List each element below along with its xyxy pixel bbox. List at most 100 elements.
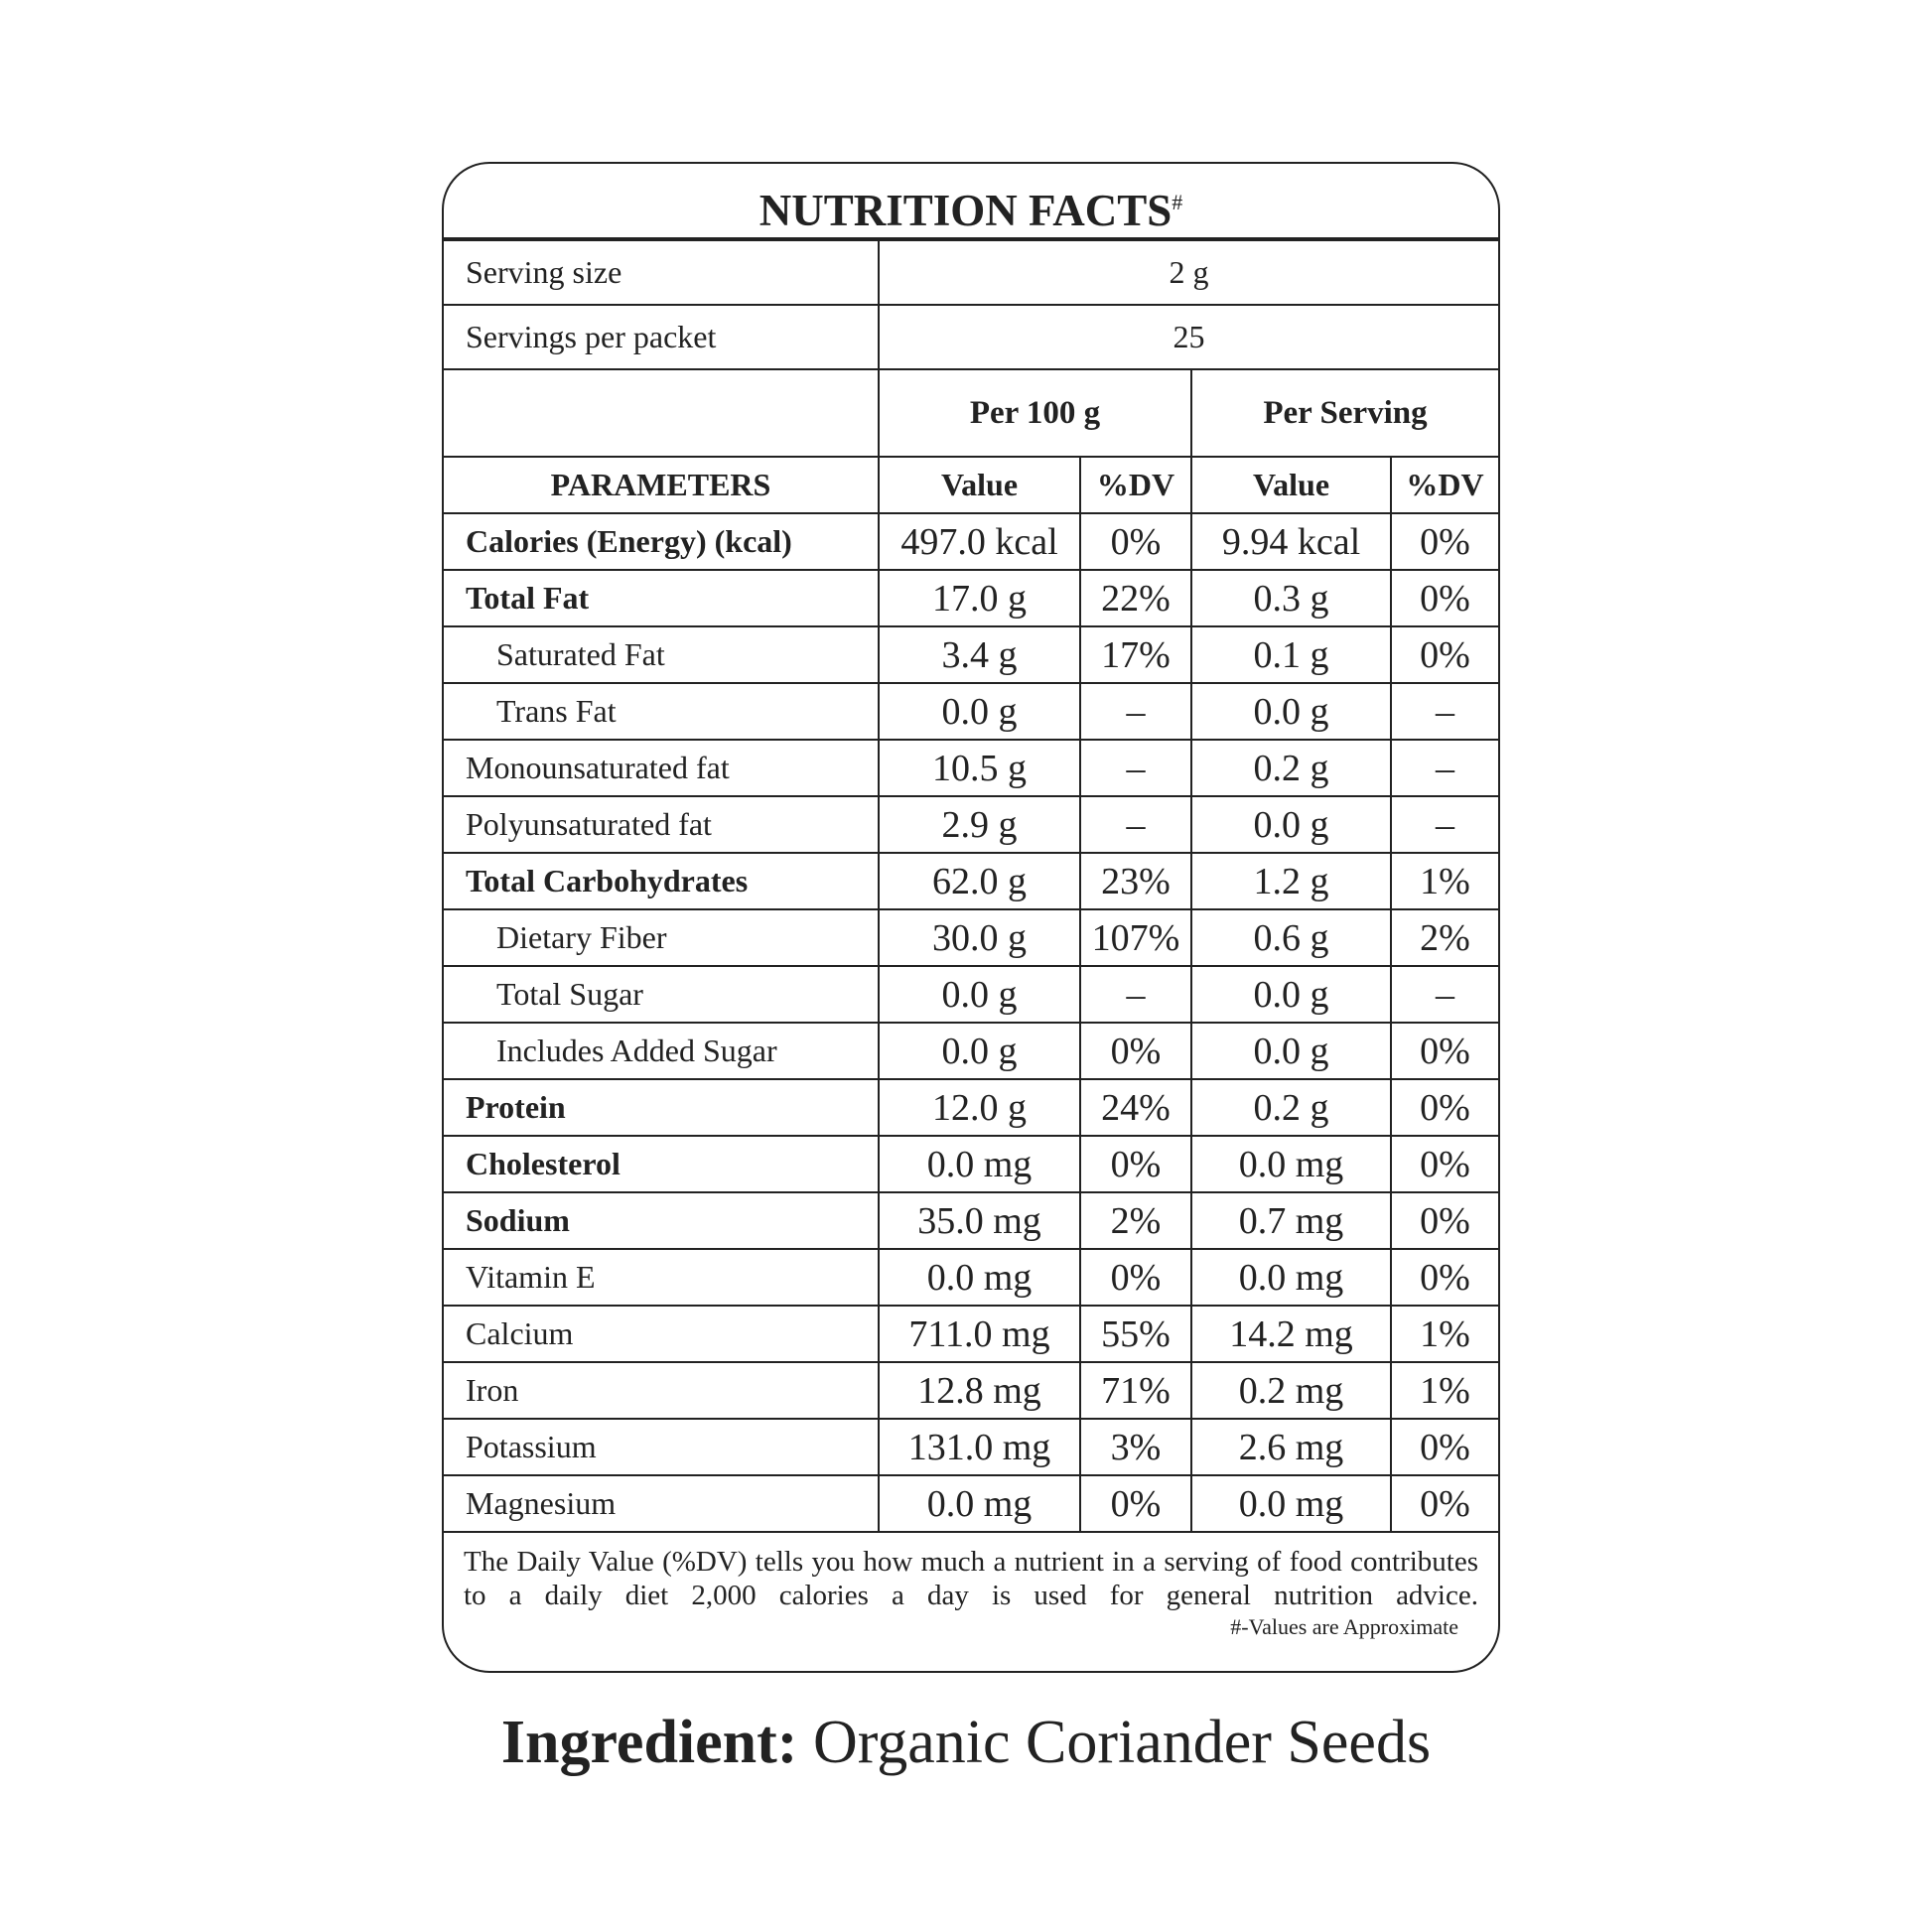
nutrient-name: Polyunsaturated fat bbox=[444, 795, 880, 854]
nutrient-value: 0.7 mg bbox=[1190, 1191, 1392, 1250]
nutrient-value: 0.0 mg bbox=[878, 1248, 1081, 1307]
nutrient-value: 0% bbox=[1390, 512, 1498, 571]
nutrient-value: 0% bbox=[1390, 1418, 1498, 1476]
nutrient-value: 0.2 g bbox=[1190, 1078, 1392, 1137]
title-mark: # bbox=[1172, 190, 1183, 214]
serving-label: Serving size bbox=[444, 239, 880, 306]
serving-row: Servings per packet 25 bbox=[444, 304, 1498, 370]
serving-value: 2 g bbox=[878, 239, 1498, 306]
blank-cell bbox=[444, 368, 880, 458]
nutrient-value: 0% bbox=[1390, 625, 1498, 684]
nutrient-value: 497.0 kcal bbox=[878, 512, 1081, 571]
nutrient-value: 2.9 g bbox=[878, 795, 1081, 854]
nutrient-name: Total Sugar bbox=[444, 965, 880, 1024]
nutrient-name: Protein bbox=[444, 1078, 880, 1137]
nutrient-name: Magnesium bbox=[444, 1474, 880, 1533]
column-header: %DV bbox=[1079, 456, 1192, 514]
title: NUTRITION FACTS bbox=[759, 186, 1173, 235]
nutrient-value: 0.0 g bbox=[878, 1022, 1081, 1080]
nutrient-value: 55% bbox=[1079, 1305, 1192, 1363]
nutrient-row: Sodium 35.0 mg 2% 0.7 mg 0% bbox=[444, 1191, 1498, 1250]
nutrient-value: 3% bbox=[1079, 1418, 1192, 1476]
nutrient-row: Cholesterol 0.0 mg 0% 0.0 mg 0% bbox=[444, 1135, 1498, 1193]
nutrient-value: 0% bbox=[1079, 1135, 1192, 1193]
nutrient-value: 0.3 g bbox=[1190, 569, 1392, 627]
nutrient-value: 107% bbox=[1079, 908, 1192, 967]
nutrient-value: 0.0 mg bbox=[878, 1474, 1081, 1533]
nutrition-table: Serving size 2 g Servings per packet 25 Per … bbox=[444, 239, 1498, 1533]
nutrient-name: Trans Fat bbox=[444, 682, 880, 741]
nutrient-row: Trans Fat 0.0 g –0.0 g – bbox=[444, 682, 1498, 741]
nutrient-value: 14.2 mg bbox=[1190, 1305, 1392, 1363]
nutrient-row: Magnesium 0.0 mg 0% 0.0 mg 0% bbox=[444, 1474, 1498, 1533]
footnote: The Daily Value (%DV) tells you how much… bbox=[464, 1546, 1478, 1611]
nutrient-value: 0.0 mg bbox=[1190, 1248, 1392, 1307]
nutrient-value: 0.0 g bbox=[1190, 682, 1392, 741]
column-header: Value bbox=[878, 456, 1081, 514]
nutrient-value: 24% bbox=[1079, 1078, 1192, 1137]
nutrient-value: 30.0 g bbox=[878, 908, 1081, 967]
nutrient-value: 0% bbox=[1390, 1474, 1498, 1533]
nutrient-value: 131.0 mg bbox=[878, 1418, 1081, 1476]
nutrient-value: 12.0 g bbox=[878, 1078, 1081, 1137]
nutrient-value: 0.0 mg bbox=[1190, 1135, 1392, 1193]
column-header: %DV bbox=[1390, 456, 1498, 514]
nutrient-value: 0.0 g bbox=[1190, 795, 1392, 854]
nutrient-value: 22% bbox=[1079, 569, 1192, 627]
nutrient-name: Iron bbox=[444, 1361, 880, 1420]
nutrient-name: Sodium bbox=[444, 1191, 880, 1250]
ingredient-line: Ingredient: Organic Coriander Seeds bbox=[0, 1708, 1932, 1778]
nutrient-value: 0% bbox=[1390, 1022, 1498, 1080]
nutrient-value: 0.0 mg bbox=[1190, 1474, 1392, 1533]
nutrient-value: 0% bbox=[1390, 1248, 1498, 1307]
nutrient-row: Includes Added Sugar 0.0 g 0% 0.0 g 0% bbox=[444, 1022, 1498, 1080]
nutrient-value: 0.1 g bbox=[1190, 625, 1392, 684]
nutrient-value: 0.6 g bbox=[1190, 908, 1392, 967]
nutrient-row: Total Fat 17.0 g 22% 0.3 g 0% bbox=[444, 569, 1498, 627]
nutrient-name: Calcium bbox=[444, 1305, 880, 1363]
group-header: Per Serving bbox=[1190, 368, 1498, 458]
nutrient-value: 2% bbox=[1079, 1191, 1192, 1250]
nutrient-value: 0% bbox=[1390, 1078, 1498, 1137]
nutrient-value: 0.0 g bbox=[878, 965, 1081, 1024]
nutrient-value: 10.5 g bbox=[878, 739, 1081, 797]
nutrient-value: 0% bbox=[1079, 1248, 1192, 1307]
nutrient-value: 1% bbox=[1390, 1305, 1498, 1363]
nutrient-value: 1% bbox=[1390, 852, 1498, 910]
nutrient-value: 1% bbox=[1390, 1361, 1498, 1420]
title-row: NUTRITION FACTS# bbox=[444, 164, 1498, 239]
nutrient-value: 0.2 g bbox=[1190, 739, 1392, 797]
nutrient-row: Dietary Fiber 30.0 g 107% 0.6 g 2% bbox=[444, 908, 1498, 967]
nutrient-value: 35.0 mg bbox=[878, 1191, 1081, 1250]
nutrient-value: 0% bbox=[1390, 1191, 1498, 1250]
nutrient-value: – bbox=[1079, 739, 1192, 797]
nutrient-row: Polyunsaturated fat 2.9 g –0.0 g – bbox=[444, 795, 1498, 854]
serving-value: 25 bbox=[878, 304, 1498, 370]
nutrient-value: 71% bbox=[1079, 1361, 1192, 1420]
nutrient-value: 62.0 g bbox=[878, 852, 1081, 910]
nutrient-value: – bbox=[1390, 965, 1498, 1024]
nutrient-value: 23% bbox=[1079, 852, 1192, 910]
nutrient-row: Total Carbohydrates 62.0 g 23% 1.2 g 1% bbox=[444, 852, 1498, 910]
nutrient-value: 17% bbox=[1079, 625, 1192, 684]
approx-note: #-Values are Approximate bbox=[1230, 1614, 1458, 1639]
nutrient-value: – bbox=[1079, 682, 1192, 741]
serving-row: Serving size 2 g bbox=[444, 239, 1498, 306]
nutrient-row: Total Sugar 0.0 g –0.0 g – bbox=[444, 965, 1498, 1024]
nutrient-value: 0% bbox=[1079, 1474, 1192, 1533]
nutrient-name: Cholesterol bbox=[444, 1135, 880, 1193]
nutrient-name: Saturated Fat bbox=[444, 625, 880, 684]
nutrient-value: 0.0 g bbox=[1190, 1022, 1392, 1080]
nutrient-row: Calories (Energy) (kcal) 497.0 kcal 0% 9.94… bbox=[444, 512, 1498, 571]
group-header-row: Per 100 g Per Serving bbox=[444, 368, 1498, 458]
nutrient-value: 0.0 mg bbox=[878, 1135, 1081, 1193]
nutrient-value: – bbox=[1079, 795, 1192, 854]
nutrient-name: Includes Added Sugar bbox=[444, 1022, 880, 1080]
column-header-row: PARAMETERS Value %DV Value %DV bbox=[444, 456, 1498, 514]
nutrient-value: 0.0 g bbox=[878, 682, 1081, 741]
nutrient-value: 0.0 g bbox=[1190, 965, 1392, 1024]
column-header: PARAMETERS bbox=[444, 456, 880, 514]
nutrient-value: – bbox=[1390, 682, 1498, 741]
nutrient-name: Vitamin E bbox=[444, 1248, 880, 1307]
